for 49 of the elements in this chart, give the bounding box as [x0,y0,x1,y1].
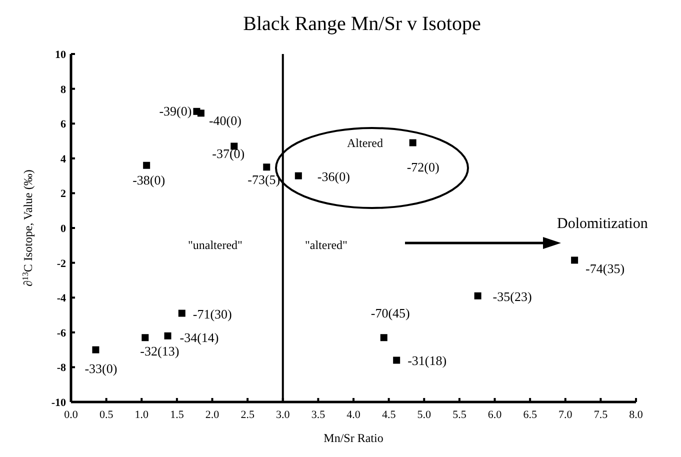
data-label: -70(45) [370,306,410,321]
data-label: -32(13) [140,344,180,359]
x-tick-label: 4.0 [346,409,361,421]
x-tick-label: 4.5 [382,409,396,421]
x-tick-label: 1.0 [134,409,149,421]
data-label: -31(18) [408,353,447,368]
x-tick-label: 5.0 [417,409,432,421]
x-tick-label: 8.0 [629,409,644,421]
x-tick-label: 7.0 [558,409,573,421]
x-tick-label: 2.0 [205,409,220,421]
data-label: -33(0) [84,360,118,376]
x-tick-label: 2.5 [240,409,255,421]
data-label: -35(23) [492,288,532,304]
x-tick-label: 3.0 [276,409,290,421]
data-label: -36(0) [317,168,350,184]
data-label: -34(14) [180,330,219,345]
y-tick-label: 2 [60,188,66,200]
x-tick-label: 1.5 [170,409,184,421]
y-tick-label: 6 [60,118,66,131]
data-label: -37(0) [212,146,245,162]
x-axis-title: Mn/Sr Ratio [324,431,384,445]
x-tick-label: 6.5 [523,409,538,421]
chart-title: Black Range Mn/Sr v Isotope [243,13,481,35]
y-tick-label: -6 [56,327,66,340]
data-label: -74(35) [586,261,625,276]
annotation: "unaltered" [188,238,243,252]
annotation: "altered" [305,238,348,252]
y-tick-label: -2 [56,258,66,270]
x-tick-label: 5.5 [452,409,467,421]
x-tick-label: 0.5 [99,409,114,421]
y-tick-label: 0 [60,223,66,235]
y-tick-label: -10 [51,397,66,409]
data-label: -39(0) [159,103,192,118]
data-label: -40(0) [208,113,242,128]
y-tick-label: 8 [60,84,66,96]
data-label: -73(5) [248,172,280,188]
x-tick-label: 0.0 [64,409,78,421]
data-label: -72(0) [406,160,440,175]
annotation: Dolomitization [557,216,648,232]
data-label: -38(0) [132,172,166,188]
y-tick-label: -8 [56,362,66,374]
y-tick-label: 4 [60,153,66,166]
x-tick-label: 6.0 [488,409,502,421]
y-tick-label: 10 [55,49,66,61]
x-tick-label: 3.5 [311,409,326,421]
y-tick-label: -4 [56,292,66,305]
annotation: Altered [347,136,383,150]
data-label: -71(30) [192,306,232,322]
x-tick-label: 7.5 [594,409,608,421]
